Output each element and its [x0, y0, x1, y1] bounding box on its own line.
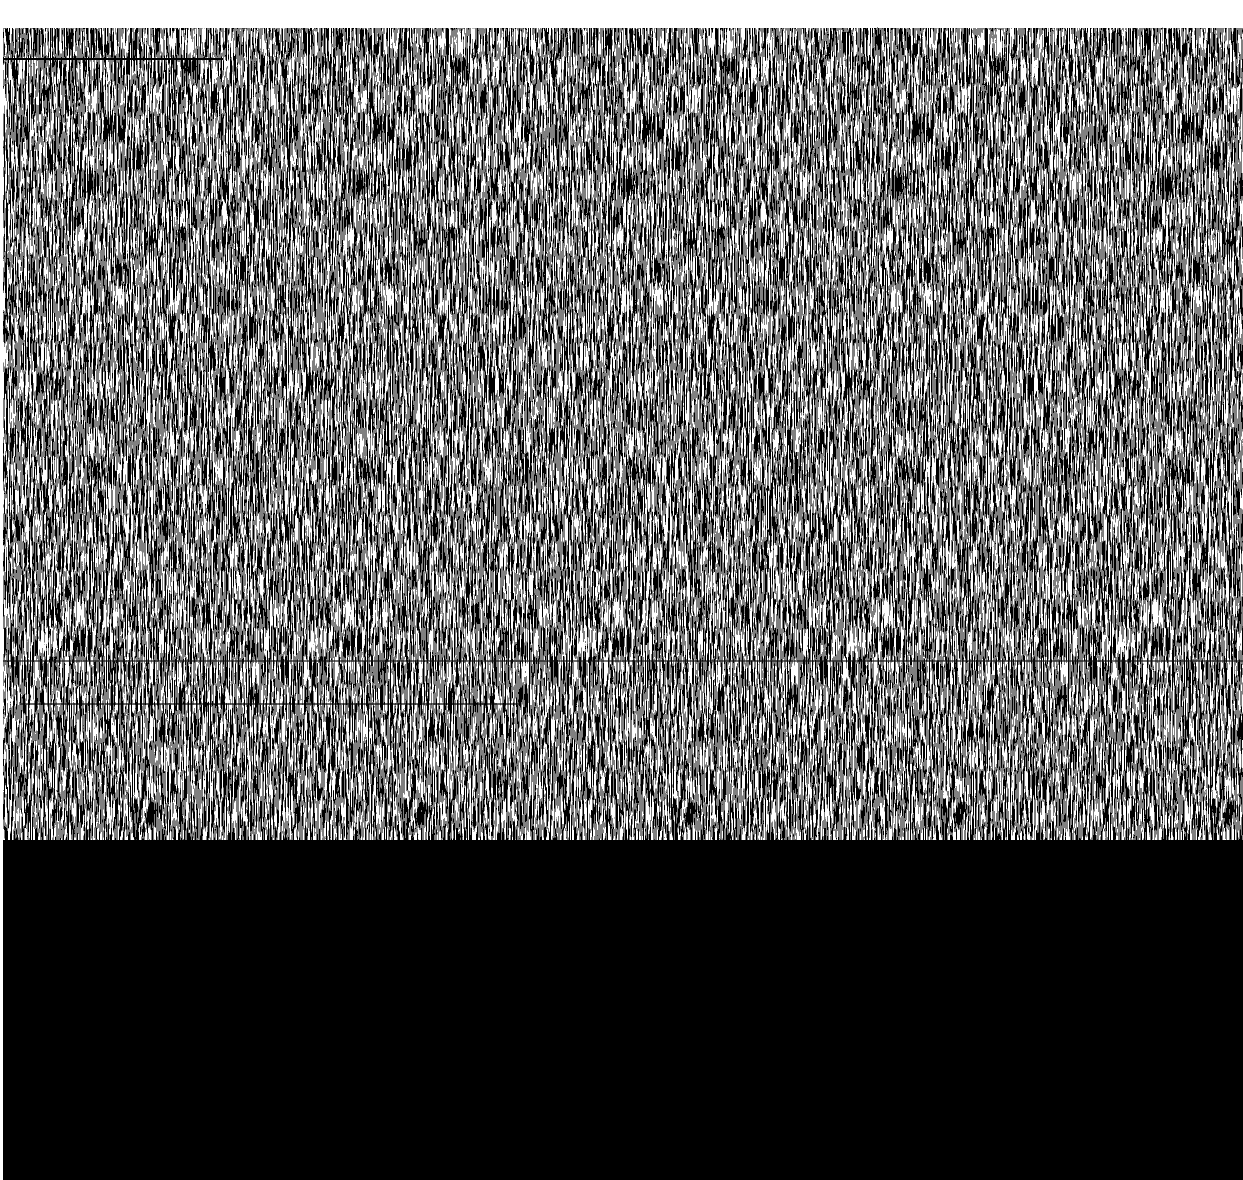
noise-streak	[3, 58, 223, 60]
noise-streak	[3, 660, 1243, 662]
corrupted-region	[3, 28, 1243, 840]
top-noise-band	[3, 0, 1243, 28]
noise-streak	[20, 703, 520, 705]
black-region	[3, 840, 1243, 1180]
